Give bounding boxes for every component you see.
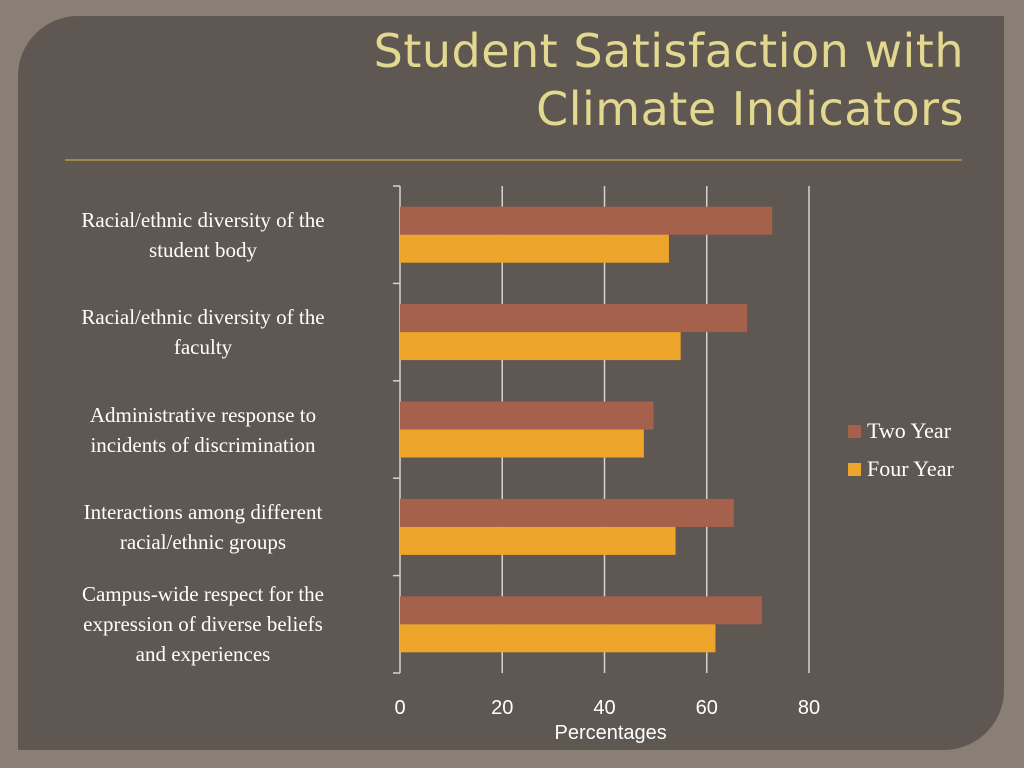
title-line-2: Climate Indicators [536, 82, 964, 136]
legend-label: Two Year [867, 418, 952, 443]
bar-two-year [400, 401, 654, 430]
bar-four-year [400, 526, 676, 555]
legend-two-year: Two Year [848, 418, 951, 444]
x-tick-label: 80 [798, 697, 820, 719]
category-label-line: Racial/ethnic diversity of the [81, 305, 325, 330]
bar-four-year [400, 429, 644, 458]
category-label: Racial/ethnic diversity of the student bo… [28, 205, 378, 265]
x-tick-label: 60 [696, 697, 718, 719]
category-label-line: Racial/ethnic diversity of the [81, 207, 325, 232]
slide-title: Student Satisfaction with Climate Indica… [374, 22, 964, 138]
category-label: Campus-wide respect for the expression of… [28, 579, 378, 669]
category-label-line: incidents of discrimination [90, 432, 316, 457]
category-label: Administrative response to incidents of d… [28, 400, 378, 460]
legend-swatch-two-year [848, 424, 861, 438]
x-tick-label: 0 [394, 697, 405, 719]
bar-two-year [400, 596, 762, 625]
title-divider [65, 159, 962, 161]
category-label: Racial/ethnic diversity of the faculty [28, 302, 378, 362]
category-label-line: racial/ethnic groups [119, 529, 287, 554]
category-label-line: Administrative response to [89, 402, 317, 427]
category-label-line: student body [149, 237, 257, 262]
category-label-line: Campus-wide respect for the [81, 582, 324, 607]
bar-four-year [400, 234, 669, 263]
x-axis-title: Percentages [554, 722, 666, 744]
category-label: Interactions among different racial/ethni… [28, 497, 378, 557]
category-label-line: and experiences [135, 642, 271, 667]
legend-swatch-four-year [848, 462, 861, 476]
title-line-1: Student Satisfaction with [373, 24, 964, 78]
category-label-line: expression of diverse beliefs [83, 612, 323, 637]
bar-four-year [400, 624, 716, 653]
category-label-line: Interactions among different [83, 499, 323, 524]
category-label-line: faculty [173, 335, 233, 360]
bar-two-year [400, 498, 734, 527]
bar-two-year [400, 304, 748, 333]
legend-four-year: Four Year [848, 456, 954, 482]
legend-label: Four Year [867, 456, 954, 481]
x-tick-label: 20 [491, 697, 513, 719]
x-tick-label: 40 [593, 697, 615, 719]
bar-two-year [400, 206, 773, 235]
bar-four-year [400, 332, 681, 361]
